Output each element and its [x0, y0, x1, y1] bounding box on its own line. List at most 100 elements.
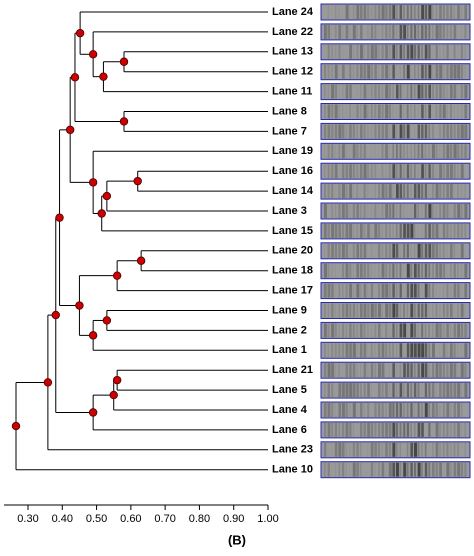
gel-band [352, 462, 356, 477]
gel-band [417, 403, 420, 417]
gel-band [406, 164, 410, 179]
gel-band [338, 44, 341, 59]
gel-band [367, 422, 370, 437]
gel-band [349, 283, 353, 298]
gel-band [349, 363, 352, 378]
gel-band [331, 84, 335, 99]
gel-band [396, 243, 399, 258]
gel-band [403, 124, 406, 139]
gel-band [352, 164, 355, 179]
gel-band [331, 25, 332, 39]
gel-band [363, 422, 366, 437]
gel-band [435, 84, 438, 99]
gel-band [428, 164, 431, 179]
gel-band [428, 263, 431, 278]
gel-band [349, 5, 350, 19]
gel-band [457, 303, 459, 318]
gel-band [446, 164, 450, 179]
gel-band [331, 463, 332, 477]
gel-band [442, 5, 445, 19]
gel-band [414, 283, 417, 298]
gel-band [417, 5, 420, 19]
gel-band [464, 5, 468, 19]
gel-band [360, 442, 362, 457]
gel-band [356, 243, 360, 258]
gel-band [428, 124, 431, 139]
gel-band [388, 164, 391, 179]
leaf-label: Lane 12 [272, 66, 313, 78]
gel-band [453, 164, 456, 179]
gel-band [381, 462, 385, 477]
gel-band [374, 244, 375, 258]
gel-band [442, 263, 446, 278]
gel-band [460, 164, 464, 179]
gel-band [464, 184, 466, 199]
gel-band [378, 44, 380, 59]
gel-band [421, 462, 423, 477]
gel-band [460, 204, 463, 218]
gel-band [334, 24, 337, 39]
gel-band [428, 44, 431, 59]
gel-band [324, 263, 327, 278]
gel-band [388, 124, 391, 139]
gel-band [349, 64, 352, 79]
gel-band [403, 104, 405, 119]
gel-band [403, 264, 404, 278]
gel-band [381, 124, 384, 139]
gel-band [406, 462, 409, 477]
gel-band [421, 284, 422, 298]
gel-band [417, 363, 420, 378]
gel-band [414, 223, 416, 238]
gel-band [378, 144, 379, 158]
gel-band [396, 363, 398, 378]
gel-band [352, 303, 356, 318]
node-dot [102, 316, 112, 325]
gel-band [410, 84, 413, 99]
gel-band [410, 5, 413, 19]
gel-band [331, 5, 332, 19]
gel-band [385, 223, 388, 238]
gel-band [424, 164, 427, 179]
gel-band [446, 422, 449, 437]
gel-band [453, 223, 456, 238]
gel-band [363, 343, 367, 358]
gel-band [450, 184, 453, 199]
gel-band [367, 363, 369, 378]
gel-band [392, 263, 395, 278]
gel-band [457, 64, 461, 79]
gel-band [331, 204, 333, 218]
gel-band [327, 303, 330, 318]
gel-band [428, 24, 431, 39]
gel-band [385, 124, 388, 139]
gel-band [403, 164, 405, 179]
gel-band [421, 442, 423, 457]
gel-band [446, 343, 448, 358]
gel-band [396, 44, 398, 59]
gel-band [374, 284, 375, 298]
gel-band [342, 24, 344, 39]
gel-band [342, 164, 345, 179]
gel-band [392, 422, 396, 437]
gel-band [424, 104, 427, 119]
gel-band [435, 442, 439, 457]
gel-band [324, 383, 326, 398]
gel-band [381, 303, 384, 318]
gel-band [439, 24, 442, 39]
gel-band [428, 283, 431, 298]
gel-band [374, 403, 377, 417]
gel-band [388, 343, 391, 358]
gel-band [424, 243, 428, 258]
gel-band [370, 243, 373, 258]
gel-band [370, 343, 373, 358]
gel-band [360, 283, 362, 298]
gel-band [392, 283, 395, 298]
gel-band [388, 403, 392, 417]
gel-band [406, 383, 410, 398]
gel-band [439, 204, 442, 218]
gel-band [338, 65, 339, 79]
gel-band [432, 363, 435, 378]
gel-band [442, 144, 445, 159]
gel-band [388, 44, 391, 59]
gel-band [392, 303, 396, 318]
gel-band [381, 422, 385, 437]
